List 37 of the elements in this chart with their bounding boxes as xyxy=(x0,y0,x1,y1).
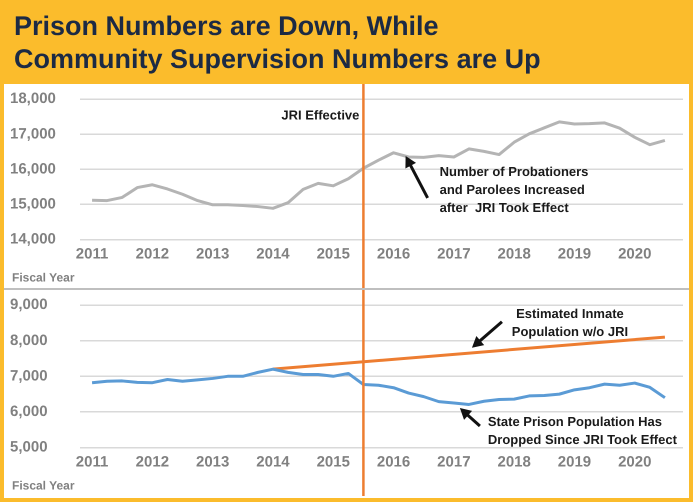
x-axis-title: Fiscal Year xyxy=(12,478,75,492)
y-tick-label: 15,000 xyxy=(10,196,56,213)
x-tick-label: 2020 xyxy=(618,454,652,471)
ref-line-label: JRI Effective xyxy=(281,108,360,123)
y-tick-label: 18,000 xyxy=(10,90,56,108)
x-tick-label: 2016 xyxy=(376,246,410,263)
y-tick-label: 6,000 xyxy=(10,403,48,420)
y-tick-label: 9,000 xyxy=(10,296,48,314)
x-tick-label: 2014 xyxy=(256,454,290,471)
x-tick-label: 2015 xyxy=(316,454,350,471)
x-tick-label: 2020 xyxy=(618,246,652,263)
x-tick-label: 2018 xyxy=(497,454,531,471)
annotation: Number of Probationers and Parolees Increased after JRI Took Effect xyxy=(440,164,588,216)
x-tick-label: 2013 xyxy=(196,454,230,471)
y-tick-label: 5,000 xyxy=(10,438,48,456)
x-axis-title: Fiscal Year xyxy=(12,270,75,284)
x-tick-label: 2011 xyxy=(76,246,108,263)
x-tick-label: 2019 xyxy=(558,454,592,471)
x-tick-label: 2017 xyxy=(437,454,471,471)
x-tick-label: 2013 xyxy=(196,246,230,263)
x-tick-label: 2011 xyxy=(76,454,108,471)
y-tick-label: 8,000 xyxy=(10,332,48,349)
y-tick-label: 17,000 xyxy=(10,125,56,142)
x-tick-label: 2014 xyxy=(256,246,290,263)
x-tick-label: 2017 xyxy=(437,246,471,263)
x-tick-label: 2012 xyxy=(136,454,170,471)
x-tick-label: 2019 xyxy=(558,246,592,263)
y-tick-label: 7,000 xyxy=(10,367,48,384)
x-tick-label: 2018 xyxy=(497,246,531,263)
x-tick-label: 2015 xyxy=(316,246,350,263)
annotation: State Prison Population Has Dropped Since JRI Took Effect xyxy=(488,414,678,448)
x-tick-label: 2016 xyxy=(376,454,410,471)
y-tick-label: 14,000 xyxy=(10,230,56,248)
chart-title: Prison Numbers are Down, While Community Supervision Numbers are Up xyxy=(4,0,689,84)
x-tick-label: 2012 xyxy=(136,246,170,263)
annotation: Estimated Inmate Population w/o JRI xyxy=(512,306,628,339)
y-tick-label: 16,000 xyxy=(10,160,56,178)
